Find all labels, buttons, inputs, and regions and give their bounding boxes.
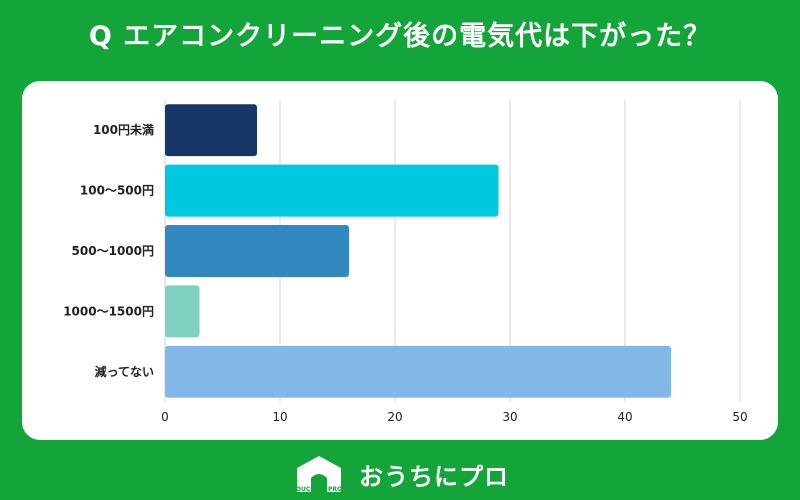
logo-badge-text: OUCHI ni PRO [296, 486, 342, 493]
bar [165, 285, 200, 338]
x-tick-labels: 0 10 20 30 40 50 [161, 410, 747, 424]
bar [165, 104, 257, 157]
x-tick-label: 50 [732, 410, 747, 424]
category-label: 100円未満 [93, 122, 154, 137]
category-label: 減ってない [95, 364, 154, 379]
bars [165, 104, 671, 398]
x-tick-label: 10 [272, 410, 287, 424]
chart-title: Q エアコンクリーニング後の電気代は下がった？ [88, 21, 712, 52]
x-tick-label: 30 [502, 410, 517, 424]
bar [165, 345, 671, 398]
bar [165, 164, 499, 217]
bar [165, 225, 349, 277]
x-tick-label: 0 [161, 410, 169, 424]
x-tick-label: 20 [387, 410, 402, 424]
category-label: 500～1000円 [72, 244, 154, 258]
house-logo-icon: OUCHI ni PRO [291, 454, 347, 494]
category-label: 1000～1500円 [63, 304, 154, 318]
x-tick-label: 40 [617, 410, 632, 424]
logo-text: おうちにプロ [359, 462, 509, 491]
footer-logo: OUCHI ni PRO おうちにプロ [0, 448, 800, 500]
category-label: 100～500円 [80, 184, 154, 198]
